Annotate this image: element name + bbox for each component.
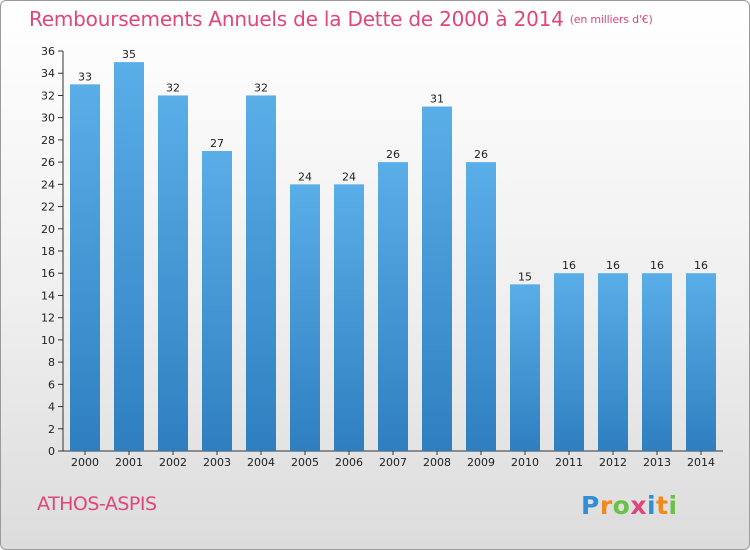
y-tick-label: 34	[41, 67, 55, 80]
data-label: 31	[430, 93, 444, 106]
logo-letter: i	[668, 491, 678, 520]
x-tick-label: 2009	[467, 456, 495, 469]
data-label: 33	[78, 70, 92, 83]
chart-title: Remboursements Annuels de la Dette de 20…	[29, 7, 653, 31]
bar-2007[interactable]	[378, 162, 408, 451]
data-label: 32	[254, 81, 268, 94]
x-tick-label: 2010	[511, 456, 539, 469]
y-tick-label: 12	[41, 312, 55, 325]
y-tick-label: 22	[41, 201, 55, 214]
data-label: 35	[122, 48, 136, 61]
data-label: 16	[606, 259, 620, 272]
bar-2010[interactable]	[510, 284, 540, 451]
x-tick-label: 2002	[159, 456, 187, 469]
x-tick-label: 2013	[643, 456, 671, 469]
logo-letter: r	[599, 491, 613, 520]
bar-2004[interactable]	[246, 95, 276, 451]
x-axis: 2000 2001 2002 2003 2004 2005 2006 2007 2008 2009…	[63, 450, 723, 469]
logo-letter: o	[612, 491, 631, 520]
y-tick-label: 30	[41, 112, 55, 125]
y-tick-label: 0	[48, 445, 55, 458]
x-tick-label: 2014	[687, 456, 715, 469]
x-tick-label: 2012	[599, 456, 627, 469]
y-tick-label: 24	[41, 178, 55, 191]
logo-letter: i	[647, 491, 657, 520]
logo-letter: x	[630, 491, 647, 520]
bar-2001[interactable]	[114, 62, 144, 451]
data-label: 16	[650, 259, 664, 272]
y-tick-label: 20	[41, 223, 55, 236]
y-tick-label: 10	[41, 334, 55, 347]
bar-2008[interactable]	[422, 106, 452, 452]
data-label: 26	[474, 148, 488, 161]
y-tick-label: 36	[41, 45, 55, 58]
x-tick-label: 2001	[115, 456, 143, 469]
bar-2014[interactable]	[686, 273, 716, 451]
bar-2006[interactable]	[334, 184, 364, 452]
x-tick-label: 2007	[379, 456, 407, 469]
data-label: 24	[342, 170, 356, 183]
y-tick-label: 2	[48, 423, 55, 436]
bar-2003[interactable]	[202, 151, 232, 451]
x-tick-label: 2005	[291, 456, 319, 469]
data-label: 16	[694, 259, 708, 272]
data-label: 32	[166, 81, 180, 94]
logo-letter: t	[656, 491, 669, 520]
x-tick-label: 2004	[247, 456, 275, 469]
bars: 33 35 32 27 32 24 24 26 31 26 15 16 16 16 16	[70, 48, 716, 452]
y-tick-label: 4	[48, 401, 55, 414]
bar-2005[interactable]	[290, 184, 320, 452]
x-tick-label: 2003	[203, 456, 231, 469]
x-tick-label: 2011	[555, 456, 583, 469]
bar-2011[interactable]	[554, 273, 584, 451]
y-tick-label: 26	[41, 156, 55, 169]
y-tick-label: 8	[48, 356, 55, 369]
x-tick-label: 2000	[71, 456, 99, 469]
chart-unit: (en milliers d'€)	[569, 13, 653, 26]
bar-2000[interactable]	[70, 84, 100, 451]
proxiti-logo[interactable]: Proxiti	[581, 491, 678, 520]
data-label: 26	[386, 148, 400, 161]
commune-name: ATHOS-ASPIS	[37, 493, 157, 515]
data-label: 27	[210, 137, 224, 150]
bar-2013[interactable]	[642, 273, 672, 451]
logo-letter: P	[581, 491, 600, 520]
y-tick-label: 32	[41, 89, 55, 102]
data-label: 16	[562, 259, 576, 272]
x-tick-label: 2008	[423, 456, 451, 469]
data-label: 24	[298, 170, 312, 183]
bar-2002[interactable]	[158, 95, 188, 451]
bar-2009[interactable]	[466, 162, 496, 451]
data-label: 15	[518, 270, 532, 283]
y-tick-label: 16	[41, 267, 55, 280]
chart-title-text: Remboursements Annuels de la Dette de 20…	[29, 7, 564, 31]
y-tick-label: 14	[41, 289, 55, 302]
x-tick-label: 2006	[335, 456, 363, 469]
y-tick-label: 6	[48, 378, 55, 391]
y-tick-label: 18	[41, 245, 55, 258]
bar-2012[interactable]	[598, 273, 628, 451]
y-tick-label: 28	[41, 134, 55, 147]
